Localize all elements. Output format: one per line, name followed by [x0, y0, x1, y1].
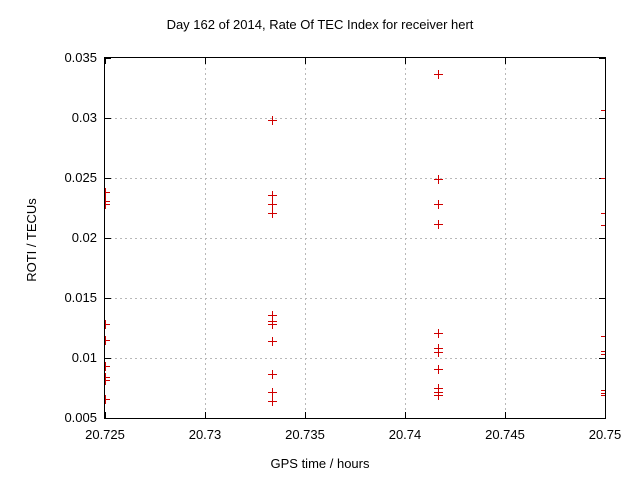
data-point-marker: [434, 70, 443, 79]
chart-title: Day 162 of 2014, Rate Of TEC Index for r…: [166, 17, 474, 32]
data-point-marker: [268, 191, 277, 200]
data-point-marker: [105, 200, 110, 209]
x-tick-label: 20.75: [588, 427, 622, 442]
plot-area: [104, 57, 606, 419]
x-axis-label: GPS time / hours: [270, 456, 370, 471]
y-tick-label: 0.025: [64, 170, 97, 185]
data-point-marker: [434, 365, 443, 374]
data-point-marker: [268, 116, 277, 125]
data-point-marker: [105, 376, 110, 385]
data-point-marker: [601, 391, 605, 400]
data-point-marker: [105, 395, 110, 404]
data-point-marker: [268, 370, 277, 379]
data-point-marker: [434, 175, 443, 184]
data-point-marker: [434, 348, 443, 357]
data-point-marker: [105, 336, 110, 345]
y-tick-label: 0.015: [64, 290, 97, 305]
y-tick-label: 0.035: [64, 50, 97, 65]
y-tick-label: 0.01: [71, 350, 97, 365]
data-point-marker: [601, 389, 605, 398]
data-point-marker: [434, 200, 443, 209]
data-point-marker: [105, 320, 110, 329]
data-point-marker: [105, 188, 110, 197]
y-tick-label: 0.03: [71, 110, 97, 125]
data-point-marker: [601, 174, 605, 183]
data-point-marker: [601, 350, 605, 359]
data-point-marker: [268, 209, 277, 218]
data-point-marker: [601, 347, 605, 356]
x-tick-label: 20.725: [85, 427, 125, 442]
y-tick-label: 0.02: [71, 230, 97, 245]
data-point-marker: [434, 220, 443, 229]
x-tick-label: 20.74: [388, 427, 422, 442]
data-points-layer: [105, 58, 605, 418]
data-point-marker: [601, 209, 605, 218]
data-point-marker: [601, 386, 605, 395]
data-point-marker: [434, 391, 443, 400]
data-point-marker: [268, 388, 277, 397]
x-tick-label: 20.73: [188, 427, 222, 442]
y-tick-label: 0.005: [64, 410, 97, 425]
data-point-marker: [601, 332, 605, 341]
data-point-marker: [105, 362, 110, 371]
data-point-marker: [434, 329, 443, 338]
data-point-marker: [268, 337, 277, 346]
data-point-marker: [268, 397, 277, 406]
data-point-marker: [268, 320, 277, 329]
data-point-marker: [601, 106, 605, 115]
data-point-marker: [268, 200, 277, 209]
data-point-marker: [601, 221, 605, 230]
x-tick-label: 20.745: [485, 427, 525, 442]
x-tick-label: 20.735: [285, 427, 325, 442]
